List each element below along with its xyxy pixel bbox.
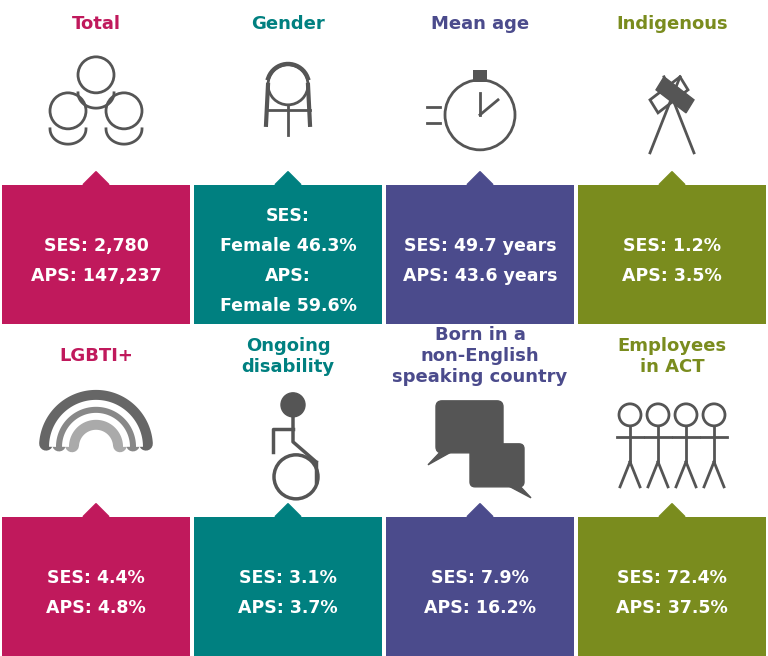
Text: APS: 3.7%: APS: 3.7% bbox=[238, 599, 338, 617]
FancyBboxPatch shape bbox=[436, 401, 503, 453]
Polygon shape bbox=[659, 504, 685, 517]
Text: SES: 2,780: SES: 2,780 bbox=[44, 237, 148, 255]
FancyBboxPatch shape bbox=[473, 70, 487, 82]
Bar bbox=[2, 517, 190, 656]
Bar bbox=[386, 517, 574, 656]
Bar bbox=[386, 380, 574, 517]
Text: SES: 7.9%: SES: 7.9% bbox=[431, 569, 529, 587]
Text: APS: 43.6 years: APS: 43.6 years bbox=[402, 267, 558, 285]
Text: Ongoing
disability: Ongoing disability bbox=[241, 337, 335, 376]
Polygon shape bbox=[275, 504, 301, 517]
Polygon shape bbox=[497, 480, 531, 498]
Bar bbox=[578, 49, 766, 184]
Bar bbox=[2, 380, 190, 517]
Text: Mean age: Mean age bbox=[431, 15, 529, 33]
Text: Employees
in ACT: Employees in ACT bbox=[617, 337, 727, 376]
Text: Female 59.6%: Female 59.6% bbox=[220, 297, 356, 315]
Text: LGBTI+: LGBTI+ bbox=[59, 347, 133, 365]
Polygon shape bbox=[428, 445, 464, 465]
Polygon shape bbox=[83, 172, 109, 184]
Text: SES: 72.4%: SES: 72.4% bbox=[617, 569, 727, 587]
Polygon shape bbox=[83, 504, 109, 517]
Circle shape bbox=[281, 393, 305, 417]
Bar bbox=[386, 184, 574, 324]
Polygon shape bbox=[659, 172, 685, 184]
Text: SES:: SES: bbox=[266, 207, 310, 225]
Bar bbox=[194, 49, 382, 184]
Text: Born in a
non-English
speaking country: Born in a non-English speaking country bbox=[392, 327, 568, 386]
Text: SES: 3.1%: SES: 3.1% bbox=[239, 569, 337, 587]
Text: APS: 4.8%: APS: 4.8% bbox=[46, 599, 146, 617]
Text: APS: 16.2%: APS: 16.2% bbox=[424, 599, 536, 617]
Text: APS: 147,237: APS: 147,237 bbox=[31, 267, 161, 285]
Text: Gender: Gender bbox=[251, 15, 325, 33]
Text: Indigenous: Indigenous bbox=[616, 15, 728, 33]
Text: SES: 1.2%: SES: 1.2% bbox=[623, 237, 721, 255]
Bar bbox=[194, 517, 382, 656]
Text: APS: 37.5%: APS: 37.5% bbox=[616, 599, 728, 617]
Bar bbox=[386, 49, 574, 184]
Polygon shape bbox=[656, 77, 694, 113]
Bar bbox=[2, 184, 190, 324]
Bar bbox=[194, 184, 382, 324]
FancyBboxPatch shape bbox=[470, 444, 524, 487]
Polygon shape bbox=[467, 172, 493, 184]
Bar bbox=[2, 49, 190, 184]
Polygon shape bbox=[275, 172, 301, 184]
Text: Female 46.3%: Female 46.3% bbox=[220, 237, 356, 255]
Text: APS:: APS: bbox=[265, 267, 311, 285]
Bar bbox=[578, 380, 766, 517]
Text: SES: 4.4%: SES: 4.4% bbox=[47, 569, 145, 587]
Bar bbox=[578, 517, 766, 656]
Polygon shape bbox=[467, 504, 493, 517]
Bar bbox=[578, 184, 766, 324]
Bar bbox=[194, 380, 382, 517]
Text: APS: 3.5%: APS: 3.5% bbox=[622, 267, 722, 285]
Text: Total: Total bbox=[71, 15, 121, 33]
Text: SES: 49.7 years: SES: 49.7 years bbox=[404, 237, 556, 255]
